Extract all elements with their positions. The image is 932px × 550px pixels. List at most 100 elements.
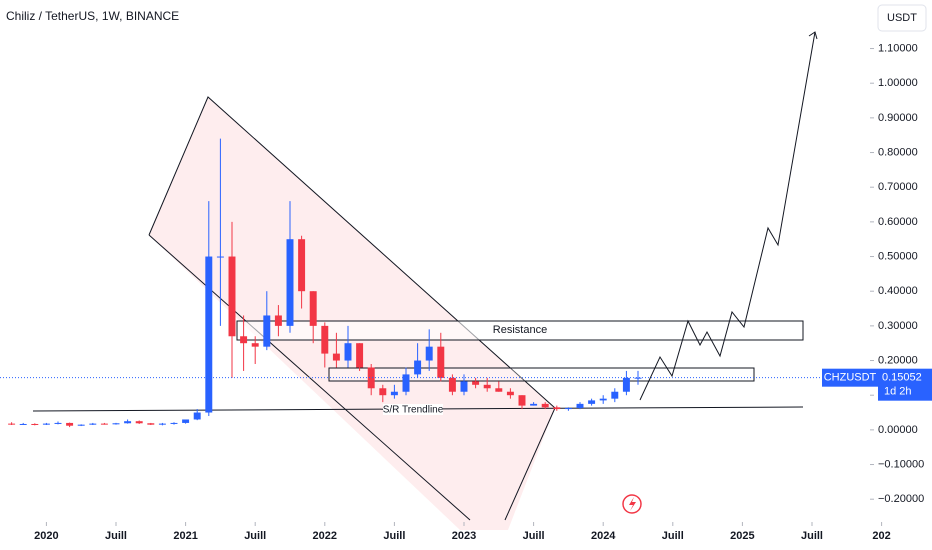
candle-body — [309, 291, 317, 326]
candle-body — [228, 256, 236, 337]
candle-body — [8, 423, 16, 425]
chart-title: Chiliz / TetherUS, 1W, BINANCE — [6, 9, 179, 23]
x-tick-label: 202 — [872, 530, 890, 542]
candle-body — [205, 256, 213, 413]
label-bg — [383, 404, 443, 415]
arrow-head — [808, 31, 818, 40]
countdown: 1d 2h — [884, 386, 912, 398]
annotation: S/R Trendline — [383, 405, 444, 416]
y-tick-label: 0.90000 — [878, 112, 918, 124]
candle-body — [298, 239, 306, 292]
plot — [8, 138, 642, 428]
price-badge — [878, 368, 932, 401]
x-tick-label: 2020 — [34, 530, 58, 542]
y-tick-label: 1.10000 — [878, 42, 918, 54]
y-tick-label: 0.30000 — [878, 320, 918, 332]
y-tick-label: −0.20000 — [878, 493, 924, 505]
candle-body — [216, 256, 224, 258]
candle-body — [472, 381, 480, 385]
candle-body — [367, 367, 375, 389]
candle-body — [170, 422, 178, 424]
candle-body — [553, 407, 561, 410]
candle-body — [425, 346, 433, 361]
candle-body — [390, 391, 398, 396]
candle-body — [541, 403, 549, 408]
last-price: 0.15052 — [882, 372, 922, 384]
x-tick-label: 2021 — [173, 530, 197, 542]
channel-fill — [149, 97, 555, 530]
candle-body — [611, 391, 619, 399]
x-tick-label: Juill — [244, 530, 266, 542]
candle-body — [89, 423, 97, 425]
support-zone — [328, 367, 755, 382]
x-tick-label: 2024 — [591, 530, 616, 542]
y-tick-label: 0.80000 — [878, 146, 918, 158]
candle-body — [286, 239, 294, 326]
candle-body — [379, 388, 387, 396]
candle-body — [518, 395, 526, 406]
candle-body — [448, 377, 456, 392]
annotation: Resistance — [493, 324, 547, 336]
x-tick-label: Juill — [383, 530, 405, 542]
y-tick-label: 0.70000 — [878, 181, 918, 193]
candle-body — [506, 391, 514, 396]
channel-border — [148, 96, 556, 521]
y-tick-label: 0.60000 — [878, 216, 918, 228]
resistance-zone — [236, 320, 804, 341]
candle-body — [100, 423, 108, 425]
candle-body — [437, 346, 445, 378]
y-tick-label: 0.50000 — [878, 250, 918, 262]
x-tick-label: Juill — [801, 530, 823, 542]
symbol-badge — [822, 368, 878, 387]
candle-body — [193, 412, 201, 420]
x-tick-label: Juill — [523, 530, 545, 542]
currency: USDT — [887, 12, 917, 24]
x-tick-label: Juill — [105, 530, 127, 542]
projection — [639, 31, 816, 401]
candle-body — [530, 403, 538, 406]
candle-body — [588, 400, 596, 404]
y-tick-label: 0.40000 — [878, 285, 918, 297]
candle-body — [182, 419, 190, 423]
candle-body — [42, 423, 50, 425]
x-tick-label: 2025 — [730, 530, 754, 542]
drawings: Resistance S/R Trendline — [32, 31, 818, 530]
symbol: CHZUSDT — [824, 372, 877, 384]
candle-body — [77, 424, 85, 426]
candle-body — [460, 381, 468, 392]
candle-body — [344, 343, 352, 361]
candle-body — [356, 343, 364, 368]
alert-icon-bolt — [629, 497, 636, 511]
candle-body — [483, 384, 491, 389]
candle-body — [321, 325, 329, 354]
candle-body — [634, 377, 642, 379]
candle-body — [263, 315, 271, 347]
candle-body — [240, 336, 248, 344]
candle-body — [622, 377, 630, 392]
candle-body — [251, 343, 259, 347]
y-tick-label: 0.20000 — [878, 354, 918, 366]
candle-body — [31, 423, 39, 425]
x-tick-label: Juill — [662, 530, 684, 542]
candle-body — [274, 315, 282, 326]
candle-body — [124, 421, 132, 424]
candle-body — [495, 388, 503, 392]
candle-body — [147, 423, 155, 425]
candle-body — [599, 398, 607, 401]
candle-body — [112, 423, 120, 425]
candle-body — [158, 423, 166, 425]
candle-body — [19, 423, 27, 425]
x-tick-label: 2023 — [452, 530, 476, 542]
candle-body — [402, 374, 410, 392]
candle-body — [66, 422, 74, 426]
candle-body — [414, 360, 422, 375]
x-tick-label: 2022 — [313, 530, 337, 542]
candle-body — [332, 353, 340, 361]
candle-body — [564, 408, 572, 410]
candle-body — [135, 421, 143, 424]
candle-body — [576, 403, 584, 409]
alert-icon[interactable] — [622, 494, 642, 514]
candle-body — [54, 422, 62, 424]
currency-button[interactable] — [877, 4, 927, 32]
y-tick-label: −0.10000 — [878, 458, 924, 470]
